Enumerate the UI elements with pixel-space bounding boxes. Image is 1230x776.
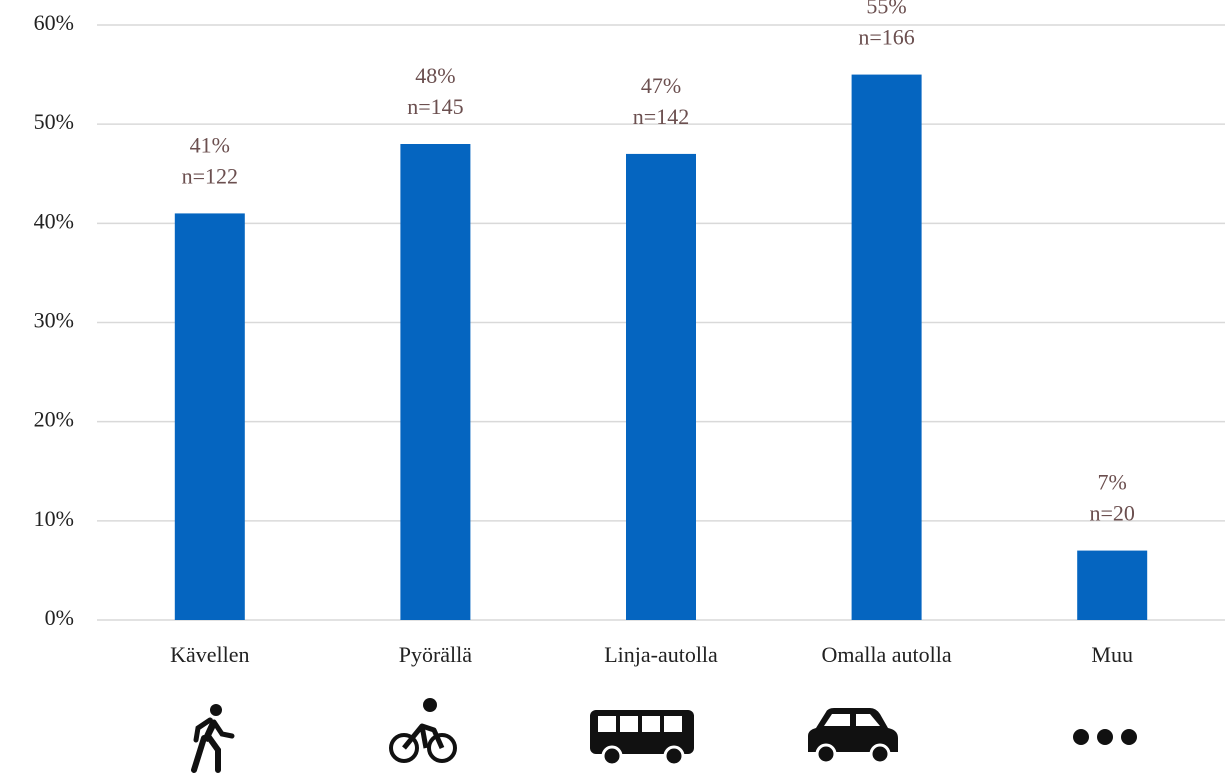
value-label: 48% bbox=[415, 63, 455, 88]
y-tick-label: 10% bbox=[34, 506, 74, 531]
value-label: 55% bbox=[866, 0, 906, 19]
y-tick-label: 0% bbox=[45, 605, 74, 630]
x-tick-label: Linja-autolla bbox=[604, 642, 718, 667]
bar bbox=[174, 213, 245, 620]
value-label: 41% bbox=[190, 132, 230, 157]
bar bbox=[400, 144, 471, 620]
y-tick-label: 40% bbox=[34, 208, 74, 233]
n-label: n=166 bbox=[858, 25, 914, 50]
more-icon bbox=[1073, 729, 1137, 745]
x-tick-label: Omalla autolla bbox=[822, 642, 952, 667]
x-tick-label: Pyörällä bbox=[399, 642, 473, 667]
value-label: 47% bbox=[641, 73, 681, 98]
bus-icon bbox=[590, 710, 694, 767]
y-tick-label: 50% bbox=[34, 109, 74, 134]
bar bbox=[626, 153, 696, 620]
y-tick-label: 20% bbox=[34, 407, 74, 432]
n-label: n=122 bbox=[182, 163, 238, 188]
y-tick-label: 60% bbox=[34, 10, 74, 35]
walk-icon bbox=[191, 704, 235, 773]
car-icon bbox=[808, 708, 898, 765]
bar bbox=[851, 74, 922, 621]
bike-icon bbox=[389, 698, 457, 763]
value-label: 7% bbox=[1098, 470, 1127, 495]
x-tick-label: Muu bbox=[1091, 642, 1133, 667]
n-label: n=20 bbox=[1089, 501, 1134, 526]
n-label: n=142 bbox=[633, 104, 689, 129]
y-tick-label: 30% bbox=[34, 308, 74, 333]
x-tick-label: Kävellen bbox=[170, 642, 249, 667]
bar bbox=[1077, 550, 1148, 620]
n-label: n=145 bbox=[407, 94, 463, 119]
